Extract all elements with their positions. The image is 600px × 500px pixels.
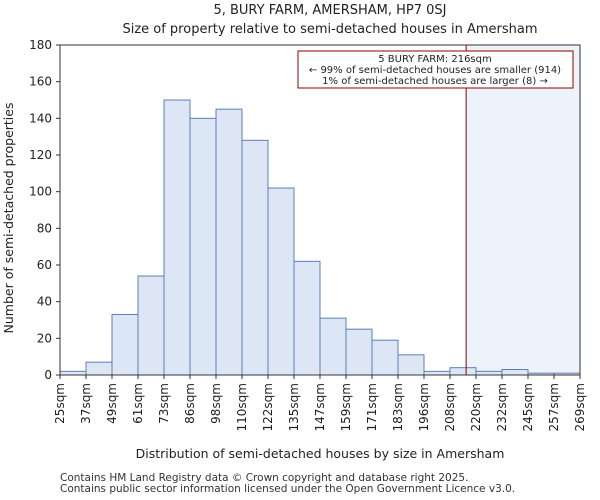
x-ticks: 25sqm 37sqm 49sqm 61sqm 73sqm 86sqm 98sqm 110sq…	[53, 375, 587, 431]
x-tick-label: 245sqm	[521, 383, 535, 431]
bar-110sqm	[241, 139, 269, 376]
x-tick-label: 49sqm	[105, 383, 119, 424]
y-tick-label: 160	[29, 75, 52, 89]
y-tick-label: 20	[37, 331, 52, 345]
y-tick-label: 60	[37, 258, 52, 272]
bar-37sqm	[85, 361, 113, 376]
x-tick-label: 25sqm	[53, 383, 67, 424]
footer-line1: Contains HM Land Registry data © Crown c…	[60, 472, 469, 484]
bar-73sqm	[163, 99, 191, 376]
y-tick-label: 180	[29, 38, 52, 52]
x-tick-label: 61sqm	[131, 383, 145, 424]
larger-houses-region	[466, 45, 580, 375]
x-tick-label: 196sqm	[417, 383, 431, 431]
bar-196sqm	[423, 370, 451, 376]
y-tick-label: 120	[29, 148, 52, 162]
chart-title-line2: Size of property relative to semi-detach…	[122, 22, 537, 37]
x-tick-label: 159sqm	[339, 383, 353, 431]
x-tick-label: 73sqm	[157, 383, 171, 424]
x-axis-label: Distribution of semi-detached houses by …	[136, 446, 505, 461]
footer-line2: Contains public sector information licen…	[60, 483, 516, 495]
bar-183sqm	[397, 354, 425, 376]
x-tick-label: 110sqm	[235, 383, 249, 431]
y-axis-label: Number of semi-detached properties	[1, 103, 16, 334]
bar-220sqm	[475, 370, 503, 376]
x-tick-label: 232sqm	[495, 383, 509, 431]
bars-group	[59, 99, 581, 376]
bar-61sqm	[137, 275, 165, 376]
y-tick-label: 100	[29, 185, 52, 199]
x-tick-label: 269sqm	[573, 383, 587, 431]
annotation-line3: 1% of semi-detached houses are larger (8…	[322, 76, 548, 87]
x-tick-label: 183sqm	[391, 383, 405, 431]
x-tick-label: 208sqm	[443, 383, 457, 431]
y-tick-label: 40	[37, 295, 52, 309]
bar-135sqm	[293, 260, 321, 376]
x-tick-label: 147sqm	[313, 383, 327, 431]
x-tick-label: 122sqm	[261, 383, 275, 431]
x-tick-label: 135sqm	[287, 383, 301, 431]
chart-title-line1: 5, BURY FARM, AMERSHAM, HP7 0SJ	[213, 3, 446, 18]
x-tick-label: 220sqm	[469, 383, 483, 431]
y-tick-label: 80	[37, 221, 52, 235]
y-ticks: 0 20 40 60 80 100 120 140 160 180	[29, 38, 60, 382]
bar-159sqm	[345, 328, 373, 376]
bar-208sqm	[449, 367, 477, 376]
bar-122sqm	[267, 187, 295, 376]
annotation-box	[297, 50, 574, 89]
x-tick-label: 37sqm	[79, 383, 93, 424]
annotation-line2: ← 99% of semi-detached houses are smalle…	[309, 65, 561, 76]
y-tick-label: 0	[44, 368, 52, 382]
bar-147sqm	[319, 317, 347, 376]
bar-25sqm	[59, 370, 87, 376]
bar-98sqm	[215, 108, 243, 376]
annotation-line1: 5 BURY FARM: 216sqm	[378, 54, 492, 65]
bar-86sqm	[189, 117, 217, 376]
bar-171sqm	[371, 339, 399, 376]
x-tick-label: 257sqm	[547, 383, 561, 431]
bar-232sqm	[501, 369, 529, 376]
y-tick-label: 140	[29, 111, 52, 125]
x-tick-label: 171sqm	[365, 383, 379, 431]
x-tick-label: 98sqm	[209, 383, 223, 424]
bar-49sqm	[111, 314, 139, 376]
x-tick-label: 86sqm	[183, 383, 197, 424]
